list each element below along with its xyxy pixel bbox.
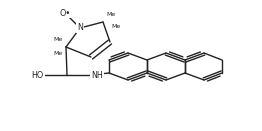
Text: Me: Me <box>54 51 63 56</box>
Text: O•: O• <box>59 9 71 18</box>
Text: Me: Me <box>106 12 115 17</box>
Text: HO: HO <box>32 70 44 80</box>
Text: N: N <box>77 23 83 32</box>
Text: Me: Me <box>111 24 120 29</box>
Text: NH: NH <box>91 70 103 80</box>
Text: Me: Me <box>54 37 63 42</box>
